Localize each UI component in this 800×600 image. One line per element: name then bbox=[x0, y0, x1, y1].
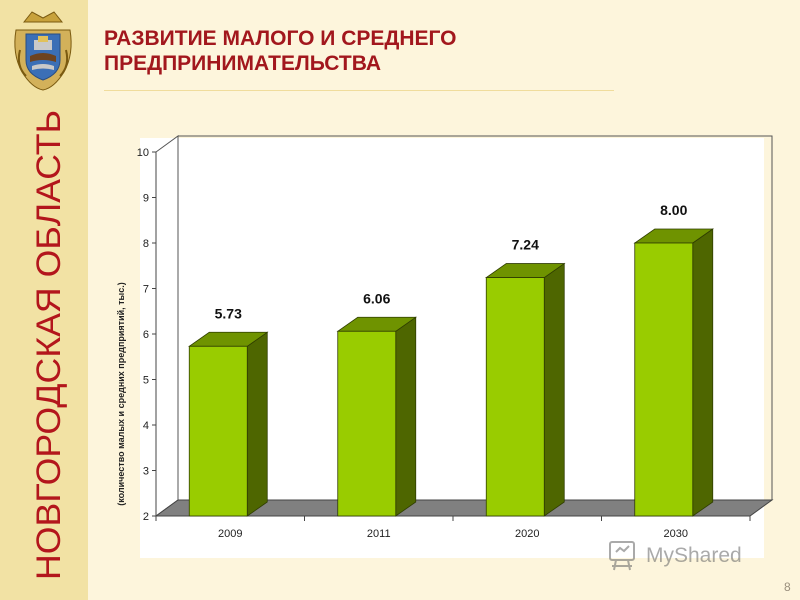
data-label: 8.00 bbox=[660, 202, 687, 218]
bar-chart: 2 3 4 5 6 7 8 9 10 2009 2011 2020 2030 5.73 6.06 7.24… bbox=[116, 135, 774, 558]
bar-2009 bbox=[187, 331, 269, 517]
y-axis-label: (количество малых и средних предприятий,… bbox=[116, 282, 126, 505]
bar-front bbox=[485, 277, 545, 517]
slide-title-line-1: РАЗВИТИЕ МАЛОГО И СРЕДНЕГО bbox=[104, 27, 457, 50]
watermark-text: MyShared bbox=[646, 544, 742, 567]
data-label: 5.73 bbox=[215, 305, 242, 321]
data-labels: 5.73 6.06 7.24 8.00 bbox=[215, 202, 688, 321]
watermark: MyShared bbox=[609, 541, 742, 571]
x-tick-label: 2009 bbox=[218, 528, 242, 540]
bar-2011 bbox=[336, 316, 418, 517]
title-divider bbox=[104, 90, 614, 91]
y-tick-label: 10 bbox=[137, 147, 149, 159]
page-number: 8 bbox=[784, 580, 791, 594]
y-tick-label: 6 bbox=[143, 329, 149, 341]
back-wall-edge bbox=[178, 135, 773, 500]
data-label: 6.06 bbox=[363, 290, 390, 306]
y-tick-label: 9 bbox=[143, 193, 149, 205]
slide-title: РАЗВИТИЕ МАЛОГО И СРЕДНЕГО ПРЕДПРИНИМАТЕ… bbox=[104, 26, 624, 76]
bar-front bbox=[634, 242, 694, 517]
y-tick-label: 8 bbox=[143, 238, 149, 250]
bar-front bbox=[188, 345, 248, 517]
bar-side bbox=[246, 331, 268, 517]
coat-of-arms-icon bbox=[14, 11, 72, 91]
region-label-text: НОВГОРОДСКАЯ ОБЛАСТЬ bbox=[30, 110, 68, 580]
y-tick-label: 5 bbox=[143, 375, 149, 387]
data-label: 7.24 bbox=[512, 237, 539, 253]
x-tick-label: 2030 bbox=[664, 528, 688, 540]
bar-side bbox=[543, 262, 565, 517]
x-tick-label: 2011 bbox=[367, 528, 391, 540]
slide-title-line-2: ПРЕДПРИНИМАТЕЛЬСТВА bbox=[104, 52, 382, 75]
y-tick-label: 7 bbox=[143, 284, 149, 296]
y-axis: 2 3 4 5 6 7 8 9 10 bbox=[137, 147, 157, 523]
y-tick-label: 3 bbox=[143, 466, 149, 478]
watermark-icon bbox=[609, 541, 635, 571]
y-tick-label: 2 bbox=[143, 511, 149, 523]
bar-series bbox=[187, 228, 715, 517]
bar-side bbox=[395, 316, 417, 517]
region-label: НОВГОРОДСКАЯ ОБЛАСТЬ bbox=[30, 110, 68, 580]
bar-front bbox=[337, 330, 397, 517]
bar-side bbox=[692, 228, 714, 517]
sidebar: НОВГОРОДСКАЯ ОБЛАСТЬ bbox=[0, 0, 88, 600]
bar-2030 bbox=[633, 228, 715, 517]
bar-2020 bbox=[484, 262, 566, 517]
y-tick-label: 4 bbox=[143, 420, 149, 432]
left-wall bbox=[155, 135, 179, 517]
x-tick-label: 2020 bbox=[515, 528, 539, 540]
